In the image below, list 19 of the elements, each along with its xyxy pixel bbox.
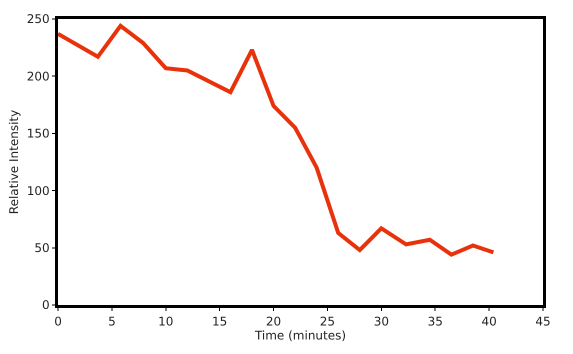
x-tick-label: 25 bbox=[320, 314, 336, 328]
x-tick-label: 15 bbox=[212, 314, 228, 328]
x-tick-label: 0 bbox=[54, 314, 62, 328]
y-axis-title: Relative Intensity bbox=[6, 110, 21, 214]
x-tick-label: 10 bbox=[158, 314, 174, 328]
x-tick-label: 30 bbox=[374, 314, 389, 328]
x-tick-label: 5 bbox=[108, 314, 116, 328]
y-tick-label: 0 bbox=[42, 298, 50, 312]
x-tick-label: 45 bbox=[535, 314, 551, 328]
x-tick-label: 35 bbox=[428, 314, 443, 328]
line-series bbox=[58, 24, 496, 257]
y-tick-label: 250 bbox=[26, 12, 50, 26]
y-tick-label: 150 bbox=[26, 126, 50, 141]
y-tick-label: 50 bbox=[34, 241, 50, 255]
x-tick-label: 20 bbox=[266, 314, 282, 328]
x-axis-title: Time (minutes) bbox=[254, 328, 346, 342]
x-tick-label: 40 bbox=[481, 314, 497, 328]
y-tick-label: 100 bbox=[26, 184, 50, 198]
y-tick-label: 200 bbox=[26, 69, 50, 84]
